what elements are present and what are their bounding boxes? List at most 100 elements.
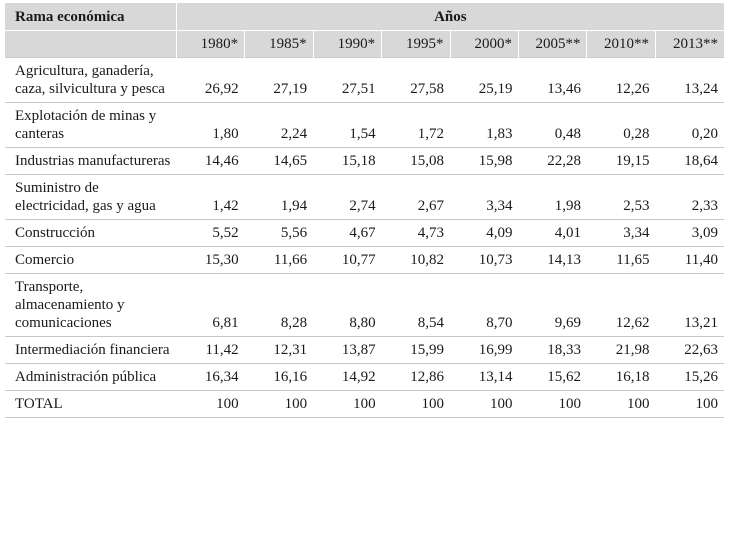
row-label: Industrias manufactureras [15, 153, 171, 169]
value-cell: 15,98 [478, 153, 513, 169]
table-row: Explotación de minas y canteras 1,80 2,24 1… [5, 102, 724, 148]
value-cell: 8,28 [280, 315, 308, 331]
value-cell: 14,65 [273, 153, 308, 169]
year-header: 1990* [313, 30, 383, 58]
value-cell: 11,42 [205, 342, 239, 358]
value-cell: 2,24 [280, 126, 308, 142]
value-cell: 12,62 [615, 315, 650, 331]
value-cell: 0,48 [554, 126, 581, 142]
value-cell: 27,51 [341, 81, 376, 97]
value-cell: 12,31 [273, 342, 308, 358]
value-cell: 2,74 [349, 198, 376, 214]
value-cell: 100 [353, 396, 376, 412]
value-cell: 100 [490, 396, 513, 412]
year-header: 2010** [586, 30, 656, 58]
value-cell: 1,83 [486, 126, 513, 142]
value-cell: 13,21 [684, 315, 718, 331]
value-cell: 15,18 [341, 153, 376, 169]
year-header: 1995* [381, 30, 451, 58]
year-header: 2000* [450, 30, 520, 58]
table-row: TOTAL 100 100 100 100 100 100 100 100 [5, 390, 724, 418]
value-cell: 1,42 [212, 198, 239, 214]
row-label: Suministro de electricidad, gas y agua [15, 180, 156, 214]
value-cell: 14,46 [204, 153, 239, 169]
year-header: 1985* [244, 30, 314, 58]
value-cell: 11,66 [273, 252, 308, 268]
data-table-container: Rama económica Años 1980* 1985* 1990* 19… [5, 3, 724, 418]
table-row: Agricultura, ganadería, caza, silvicultu… [5, 57, 724, 103]
row-label: Transporte, almacenamiento y comunicacio… [15, 279, 125, 331]
year-header: 2013** [655, 30, 724, 58]
value-cell: 4,67 [349, 225, 376, 241]
value-cell: 14,13 [547, 252, 581, 268]
value-cell: 27,58 [410, 81, 445, 97]
value-cell: 100 [421, 396, 445, 412]
value-cell: 13,87 [341, 342, 376, 358]
value-cell: 2,33 [691, 198, 718, 214]
table-body: Agricultura, ganadería, caza, silvicultu… [5, 57, 724, 418]
row-label: Comercio [15, 252, 75, 268]
value-cell: 18,33 [547, 342, 581, 358]
value-cell: 3,09 [691, 225, 718, 241]
header-row-top: Rama económica Años [5, 3, 724, 31]
value-cell: 22,63 [684, 342, 718, 358]
value-cell: 25,19 [478, 81, 513, 97]
value-cell: 4,73 [417, 225, 445, 241]
value-cell: 10,77 [341, 252, 376, 268]
value-cell: 16,18 [615, 369, 650, 385]
value-cell: 26,92 [204, 81, 239, 97]
value-cell: 27,19 [273, 81, 308, 97]
value-cell: 0,28 [623, 126, 650, 142]
table-row: Intermediación financiera 11,42 12,31 13,87… [5, 336, 724, 364]
value-cell: 15,62 [547, 369, 581, 385]
value-cell: 18,64 [684, 153, 718, 169]
table-row: Comercio 15,30 11,66 10,77 10,82 10,73 14,13 11… [5, 246, 724, 274]
row-label: TOTAL [15, 396, 63, 412]
value-cell: 13,14 [478, 369, 513, 385]
value-cell: 6,81 [212, 315, 239, 331]
value-cell: 100 [558, 396, 581, 412]
value-cell: 13,24 [684, 81, 718, 97]
year-header: 2005** [518, 30, 588, 58]
value-cell: 1,54 [349, 126, 376, 142]
anos-header: Años [176, 3, 724, 31]
value-cell: 1,98 [554, 198, 581, 214]
value-cell: 100 [695, 396, 719, 412]
value-cell: 13,46 [547, 81, 581, 97]
value-cell: 11,65 [616, 252, 650, 268]
value-cell: 16,99 [478, 342, 513, 358]
value-cell: 9,69 [554, 315, 581, 331]
table-row: Suministro de electricidad, gas y agua 1,… [5, 174, 724, 220]
row-label: Agricultura, ganadería, caza, silvicultu… [15, 63, 165, 97]
value-cell: 8,54 [417, 315, 445, 331]
value-cell: 5,52 [212, 225, 239, 241]
table-row: Industrias manufactureras 14,46 14,65 15,18… [5, 147, 724, 175]
header-row-years: 1980* 1985* 1990* 1995* 2000* 2005** 201… [5, 30, 724, 58]
header-blank-cell [5, 30, 177, 58]
value-cell: 12,26 [615, 81, 650, 97]
value-cell: 10,82 [410, 252, 445, 268]
row-label: Intermediación financiera [15, 342, 170, 358]
value-cell: 15,26 [684, 369, 718, 385]
value-cell: 22,28 [547, 153, 581, 169]
value-cell: 12,86 [410, 369, 445, 385]
value-cell: 8,70 [486, 315, 513, 331]
table-row: Transporte, almacenamiento y comunicacio… [5, 273, 724, 337]
value-cell: 21,98 [615, 342, 650, 358]
value-cell: 1,72 [417, 126, 445, 142]
value-cell: 3,34 [623, 225, 650, 241]
value-cell: 15,99 [410, 342, 445, 358]
value-cell: 16,16 [273, 369, 308, 385]
value-cell: 14,92 [341, 369, 376, 385]
value-cell: 16,34 [204, 369, 239, 385]
table-row: Administración pública 16,34 16,16 14,92 12,… [5, 363, 724, 391]
value-cell: 0,20 [691, 126, 718, 142]
row-label: Administración pública [15, 369, 157, 385]
value-cell: 10,73 [478, 252, 513, 268]
row-label: Construcción [15, 225, 95, 241]
value-cell: 8,80 [349, 315, 376, 331]
value-cell: 5,56 [280, 225, 308, 241]
row-label: Explotación de minas y canteras [15, 108, 157, 142]
value-cell: 4,01 [554, 225, 581, 241]
value-cell: 15,30 [204, 252, 239, 268]
